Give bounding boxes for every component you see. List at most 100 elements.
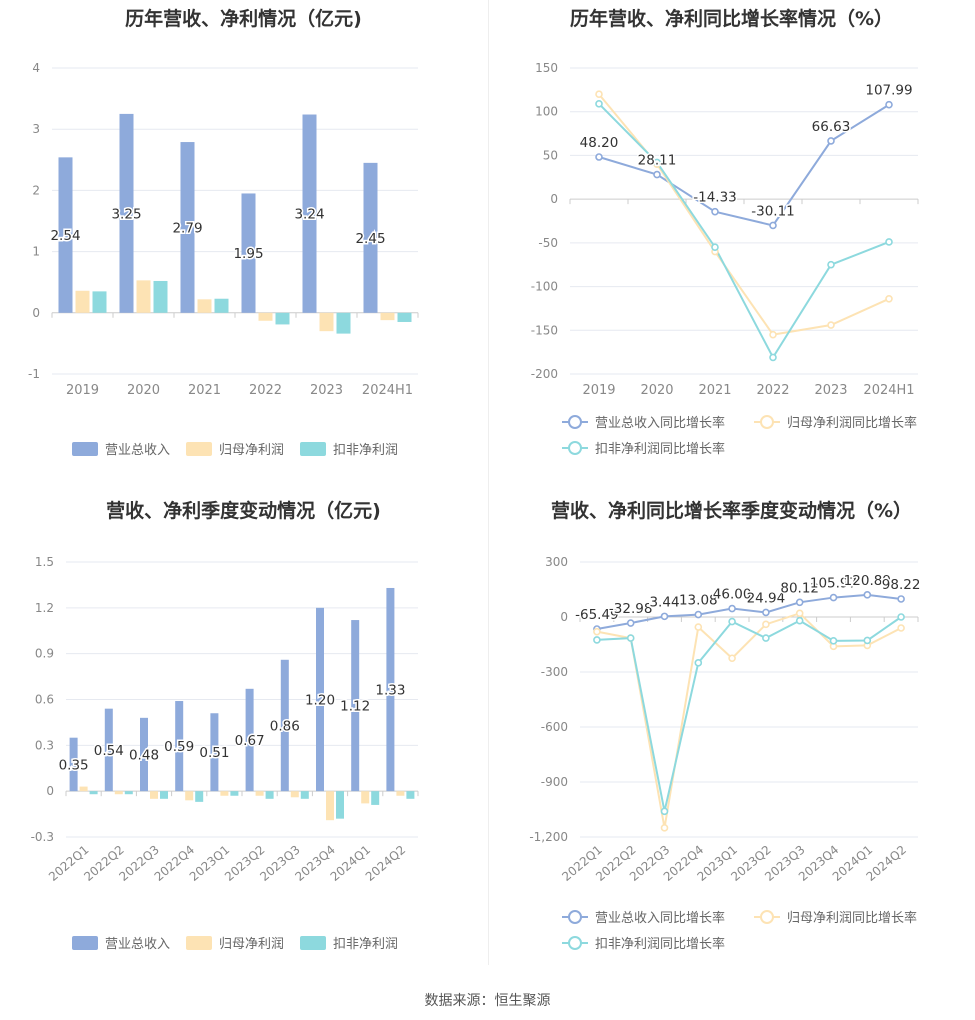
- data-point: [711, 207, 719, 216]
- bar-revenue: [210, 713, 219, 792]
- legend-label: 营业总收入: [105, 937, 170, 952]
- bar-net-profit: [290, 791, 299, 798]
- bar-deducted-net-profit: [92, 291, 107, 313]
- data-label: 48.20: [580, 135, 619, 151]
- y-tick-label: 0: [46, 784, 54, 798]
- legend-label: 归母净利润: [219, 443, 284, 458]
- bar-revenue: [58, 157, 73, 313]
- data-label: 0.54: [94, 743, 124, 759]
- y-tick-label: -100: [531, 280, 558, 294]
- bar-deducted-net-profit: [336, 312, 351, 334]
- bar-net-profit: [255, 791, 264, 796]
- data-point: [653, 158, 661, 167]
- data-label: 3.24: [294, 207, 324, 223]
- data-label: -30.11: [751, 203, 795, 219]
- data-point: [897, 595, 905, 603]
- bar-net-profit: [75, 290, 90, 313]
- x-tick-label: 2021: [188, 383, 221, 398]
- data-label: 0.35: [59, 757, 89, 773]
- data-label: 3.25: [111, 206, 141, 222]
- data-label: 0.51: [199, 745, 229, 761]
- data-label: -14.33: [693, 190, 737, 206]
- series-line-0: [598, 103, 890, 227]
- data-label: 66.63: [812, 119, 851, 135]
- data-point: [694, 623, 703, 631]
- data-point: [795, 616, 804, 625]
- chart-title: 营收、净利季度变动情况（亿元): [106, 500, 381, 522]
- x-tick-label: 2024H1: [863, 383, 914, 398]
- data-label: 0.59: [164, 739, 194, 755]
- data-label: 24.94: [747, 590, 786, 606]
- data-label: 2.54: [50, 228, 80, 244]
- y-tick-label: 100: [535, 105, 558, 119]
- data-label: 1.33: [375, 683, 405, 699]
- data-point: [762, 608, 770, 617]
- legend-swatch: [186, 442, 212, 456]
- legend-swatch: [72, 936, 98, 950]
- bar-deducted-net-profit: [336, 791, 344, 819]
- legend-marker: [760, 910, 774, 924]
- data-point: [897, 613, 905, 621]
- x-tick-label: 2023: [814, 383, 847, 398]
- data-point: [769, 353, 777, 362]
- y-tick-label: 2: [32, 183, 40, 197]
- bar-deducted-net-profit: [397, 312, 412, 322]
- y-tick-label: 0.9: [35, 647, 54, 661]
- bar-deducted-net-profit: [265, 791, 274, 799]
- quarterly-growth-plot: 3000-300-600-900-1,2002022Q12022Q22022Q3…: [529, 555, 922, 952]
- data-source: 数据来源：恒生聚源: [424, 993, 551, 1009]
- bar-net-profit: [396, 791, 405, 796]
- y-tick-label: 0.3: [35, 738, 54, 752]
- series-line-2: [596, 616, 902, 812]
- y-tick-label: 0: [560, 610, 568, 624]
- legend-label: 扣非净利润同比增长率: [595, 936, 725, 952]
- data-point: [593, 627, 601, 636]
- data-label: -32.98: [609, 601, 653, 617]
- legend-marker: [568, 910, 582, 924]
- bar-net-profit: [136, 280, 151, 313]
- legend-label: 扣非净利润同比增长率: [595, 441, 725, 457]
- bar-deducted-net-profit: [89, 791, 98, 795]
- annual-amounts-chart: 历年营收、净利情况（亿元) 4 3 2 1 0 -1 2019 2020 2021 2022 202…: [0, 0, 487, 475]
- data-point: [728, 604, 736, 613]
- series-line-0: [596, 593, 902, 630]
- data-point: [593, 636, 601, 644]
- data-point: [885, 238, 893, 246]
- data-point: [728, 617, 736, 626]
- data-point: [626, 634, 635, 642]
- annual-growth-plot: 150 100 50 0 -50 -100 -150 -200 2019 2020 2021 2022…: [531, 61, 919, 457]
- data-point: [885, 100, 893, 109]
- bar-deducted-net-profit: [371, 791, 380, 805]
- bar-net-profit: [220, 791, 229, 796]
- data-point: [863, 591, 872, 599]
- y-tick-label: -200: [531, 367, 558, 381]
- bar-deducted-net-profit: [124, 791, 133, 795]
- x-tick-label: 2022: [249, 383, 282, 398]
- bar-revenue: [363, 162, 378, 313]
- data-point: [897, 624, 905, 632]
- data-point: [762, 634, 770, 642]
- x-tick-label: 2020: [127, 383, 160, 398]
- data-point: [827, 260, 835, 269]
- x-tick-label: 2019: [582, 383, 615, 398]
- bar-revenue: [140, 717, 148, 792]
- data-point: [660, 612, 669, 621]
- legend-swatch: [300, 936, 326, 950]
- bar-revenue: [351, 620, 360, 792]
- data-point: [660, 824, 669, 832]
- data-label: 2.45: [355, 231, 385, 247]
- bar-deducted-net-profit: [300, 791, 309, 799]
- y-tick-label: 1.5: [35, 555, 54, 569]
- quarterly-growth-chart: 营收、净利同比增长率季度变动情况（%） 300 0 -300 -600 -900 -1,2…: [488, 492, 975, 967]
- legend-label: 营业总收入同比增长率: [595, 415, 725, 431]
- data-point: [694, 659, 703, 667]
- bar-net-profit: [185, 791, 194, 801]
- data-label: 1.12: [340, 699, 370, 715]
- legend-label: 扣非净利润: [333, 443, 398, 458]
- legend-label: 营业总收入: [105, 443, 170, 458]
- legend-marker: [568, 936, 582, 950]
- series-line-2: [598, 103, 890, 360]
- data-label: 80.12: [780, 580, 819, 596]
- y-tick-label: 0: [32, 306, 40, 320]
- legend-label: 归母净利润同比增长率: [787, 910, 917, 926]
